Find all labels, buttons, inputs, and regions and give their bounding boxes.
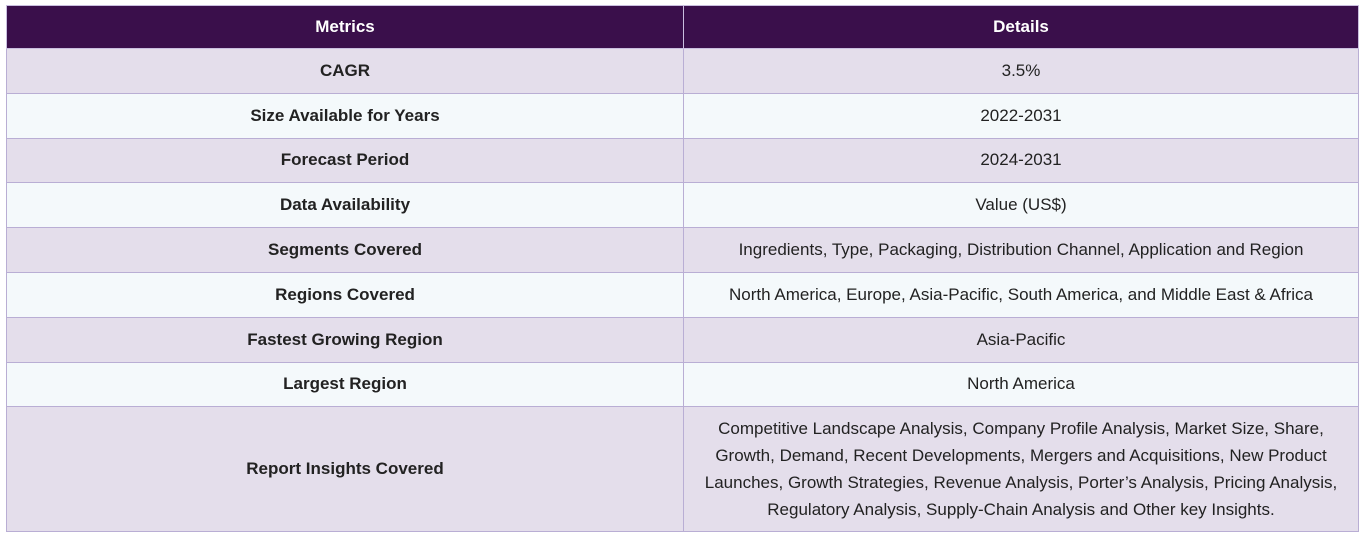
detail-cell: 2022-2031: [683, 92, 1359, 139]
detail-cell: North America, Europe, Asia-Pacific, Sou…: [683, 271, 1359, 318]
detail-cell: 3.5%: [683, 48, 1359, 94]
table-row: Size Available for Years 2022-2031: [6, 92, 1359, 139]
detail-cell: Asia-Pacific: [683, 316, 1359, 363]
table-row: Fastest Growing Region Asia-Pacific: [6, 316, 1359, 363]
metric-cell: Size Available for Years: [6, 92, 684, 139]
detail-cell: 2024-2031: [683, 137, 1359, 184]
detail-cell: Ingredients, Type, Packaging, Distributi…: [683, 227, 1359, 273]
table-row: Regions Covered North America, Europe, A…: [6, 271, 1359, 318]
table-row: Forecast Period 2024-2031: [6, 137, 1359, 184]
metric-cell: Report Insights Covered: [6, 406, 684, 533]
metrics-table: Metrics Details CAGR 3.5% Size Available…: [6, 5, 1359, 533]
detail-cell: Competitive Landscape Analysis, Company …: [683, 406, 1359, 533]
table-row: Segments Covered Ingredients, Type, Pack…: [6, 227, 1359, 273]
detail-cell: Value (US$): [683, 182, 1359, 229]
table-row: Report Insights Covered Competitive Land…: [6, 406, 1359, 533]
header-metrics: Metrics: [6, 5, 684, 49]
table-header-row: Metrics Details: [6, 5, 1359, 49]
metric-cell: Forecast Period: [6, 137, 684, 184]
metric-cell: Largest Region: [6, 361, 684, 408]
metrics-table-container: Metrics Details CAGR 3.5% Size Available…: [6, 5, 1359, 533]
table-row: CAGR 3.5%: [6, 48, 1359, 94]
table-row: Largest Region North America: [6, 361, 1359, 408]
metric-cell: CAGR: [6, 48, 684, 94]
metric-cell: Fastest Growing Region: [6, 316, 684, 363]
header-details: Details: [683, 5, 1359, 49]
table-row: Data Availability Value (US$): [6, 182, 1359, 229]
detail-cell: North America: [683, 361, 1359, 408]
metric-cell: Regions Covered: [6, 271, 684, 318]
metric-cell: Data Availability: [6, 182, 684, 229]
metric-cell: Segments Covered: [6, 227, 684, 273]
